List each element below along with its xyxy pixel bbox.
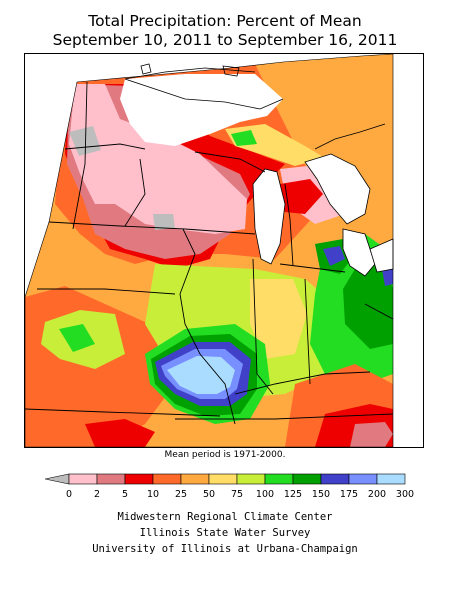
wi-il-border	[184, 228, 256, 235]
legend-tick-label: 100	[256, 489, 274, 500]
lake-michigan	[252, 168, 286, 265]
zone-10-25-east	[280, 179, 323, 214]
legend-tick-label: 125	[284, 489, 302, 500]
ontario-shore	[314, 123, 386, 150]
mo-ar-border	[25, 408, 221, 417]
legend-swatch-0	[44, 473, 70, 485]
zone-10-25-sw	[85, 419, 155, 447]
state-boundaries	[25, 81, 394, 425]
credit-line-2: Illinois State Water Survey	[139, 527, 311, 539]
legend-swatch-7	[236, 473, 266, 485]
lake-huron	[304, 153, 371, 225]
mn-wi-border	[124, 158, 146, 227]
precipitation-map	[24, 53, 424, 448]
superior-south-shore	[124, 78, 284, 110]
wv-border	[364, 303, 394, 320]
legend-tick-label: 300	[396, 489, 414, 500]
mi-in-oh-border	[279, 263, 346, 273]
legend-swatch-10	[320, 473, 350, 485]
legend-tick-label: 5	[122, 489, 128, 500]
zone-50-75-in	[250, 279, 307, 359]
credit-line-3: University of Illinois at Urbana-Champai…	[92, 543, 358, 555]
legend-tick-label: 10	[147, 489, 159, 500]
legend-swatch-5	[180, 473, 210, 485]
legend-tick-label: 175	[340, 489, 358, 500]
il-in-border	[252, 258, 274, 395]
color-legend: 0 2 5 10 25 50 75 100 125 150 175 200 300	[40, 470, 420, 510]
mn-north-border	[64, 143, 146, 150]
mississippi-river	[179, 228, 236, 425]
ohio-river	[234, 371, 371, 395]
mn-west-border	[72, 81, 88, 230]
map-svg	[25, 54, 394, 447]
zone-0-2-wi	[153, 214, 175, 230]
legend-swatch-6	[208, 473, 238, 485]
legend-swatch-9	[292, 473, 322, 485]
island-1	[140, 63, 152, 75]
legend-svg: 0 2 5 10 25 50 75 100 125 150 175 200 300	[44, 473, 414, 500]
upper-michigan-border	[194, 151, 266, 173]
michigan-west-shore	[284, 183, 294, 267]
legend-swatch-11	[348, 473, 378, 485]
legend-tick-label: 0	[66, 489, 72, 500]
legend-tick-label: 150	[312, 489, 330, 500]
zone-100-125-up	[231, 130, 257, 146]
legend-tick-label: 25	[175, 489, 187, 500]
zone-150-175-mi	[323, 246, 345, 266]
legend-swatch-1	[68, 473, 98, 485]
legend-tick-label: 75	[231, 489, 243, 500]
legend-tick-label: 50	[203, 489, 215, 500]
lake-superior	[120, 74, 283, 146]
zone-5-10-se	[350, 422, 393, 447]
coastlines	[124, 63, 386, 150]
legend-tick-label: 2	[94, 489, 100, 500]
ia-mo-border	[37, 288, 176, 295]
region-outline	[25, 54, 394, 447]
legend-swatch-4	[152, 473, 182, 485]
legend-swatch-8	[264, 473, 294, 485]
mean-period-note: Mean period is 1971-2000.	[164, 450, 286, 460]
superior-north-shore	[124, 67, 256, 80]
ia-north-border	[48, 221, 186, 230]
ky-tn-border	[175, 413, 394, 420]
credit-line-1: Midwestern Regional Climate Center	[117, 511, 333, 523]
zone-100-125-w	[59, 324, 95, 352]
map-title-line-2: September 10, 2011 to September 16, 2011	[52, 31, 398, 49]
legend-swatch-12	[376, 473, 406, 485]
legend-tick-label: 200	[368, 489, 386, 500]
lake-st-clair-erie-area	[342, 228, 376, 277]
map-title-line-1: Total Precipitation: Percent of Mean	[88, 12, 362, 30]
zone-0-2-nw	[69, 126, 101, 156]
zone-125-150-east	[343, 264, 393, 349]
in-oh-border	[304, 278, 311, 385]
zone-2-5	[69, 84, 247, 234]
legend-swatch-3	[124, 473, 154, 485]
legend-swatch-2	[96, 473, 126, 485]
zone-200-300-core	[167, 356, 235, 394]
